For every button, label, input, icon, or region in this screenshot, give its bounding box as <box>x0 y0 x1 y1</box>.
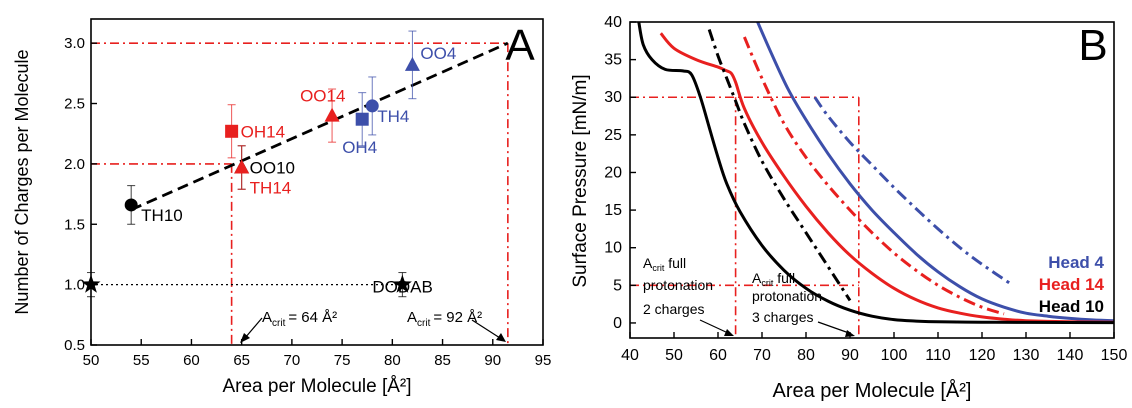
acrit-92-arrow <box>471 319 501 339</box>
arrow-2-charges <box>699 319 729 334</box>
arrowhead-2-charges <box>724 329 734 336</box>
x-tick-label: 50 <box>83 352 100 369</box>
x-tick-label: 80 <box>384 352 401 369</box>
legend-entry-head-4: Head 4 <box>1048 253 1104 272</box>
x-tick-label: 140 <box>1057 347 1084 364</box>
data-point-th14 <box>234 159 250 174</box>
x-tick-label: 85 <box>434 352 451 369</box>
panel-a-plot-frame <box>90 18 544 346</box>
y-tick-label: 1.5 <box>64 216 85 233</box>
y-tick-label: 35 <box>604 52 622 69</box>
x-tick-label: 90 <box>484 352 501 369</box>
panel-a-y-axis-label: Number of Charges per Molecule <box>12 49 32 314</box>
legend-entry-head-10: Head 10 <box>1039 297 1104 316</box>
point-label: OO4 <box>420 44 456 63</box>
panel-a-letter: A <box>505 21 535 70</box>
svg-text:2 charges: 2 charges <box>643 301 704 317</box>
y-tick-label: 0.5 <box>64 337 85 354</box>
panel-b-x-axis-label: Area per Molecule [Å²] <box>773 379 972 402</box>
acrit-92-arrowhead <box>496 333 506 342</box>
svg-text:3 charges: 3 charges <box>752 309 813 325</box>
point-label: TH14 <box>250 179 292 198</box>
x-tick-label: 110 <box>925 347 951 364</box>
series-line-3 <box>743 36 1005 316</box>
svg-text:Acrit full: Acrit full <box>752 270 795 288</box>
x-tick-label: 55 <box>133 352 150 369</box>
x-tick-label: 60 <box>709 347 727 364</box>
x-tick-label: 95 <box>535 352 552 369</box>
x-tick-label: 75 <box>334 352 351 369</box>
x-tick-label: 65 <box>233 352 250 369</box>
y-tick-label: 2.5 <box>64 96 85 113</box>
y-tick-label: 0 <box>613 315 622 332</box>
x-tick-label: 40 <box>621 347 639 364</box>
svg-text:protonation: protonation <box>643 277 713 293</box>
svg-text:protonation: protonation <box>752 288 822 304</box>
x-tick-label: 120 <box>969 347 996 364</box>
x-tick-label: 130 <box>1013 347 1040 364</box>
x-tick-label: 150 <box>1101 347 1128 364</box>
y-tick-label: 1.0 <box>64 277 85 294</box>
x-tick-label: 70 <box>753 347 771 364</box>
data-point-oh4 <box>355 112 369 126</box>
point-label: TH4 <box>377 107 409 126</box>
series-line-4 <box>637 21 1115 325</box>
point-label: DODAB <box>372 278 432 297</box>
legend: Head 4 Head 14 Head 10 <box>1039 253 1105 316</box>
legend-entry-head-14: Head 14 <box>1039 275 1105 294</box>
svg-text:Acrit full: Acrit full <box>643 255 686 273</box>
data-point-oo4 <box>404 56 420 71</box>
point-label: OH4 <box>342 138 377 157</box>
annotation-box-2-charges: Acrit full protonation 2 charges <box>643 255 713 317</box>
acrit-64-arrowhead <box>240 333 250 343</box>
y-tick-label: 40 <box>604 14 622 31</box>
y-tick-label: 10 <box>604 240 622 257</box>
point-label: TH10 <box>141 206 183 225</box>
point-label: OO10 <box>250 159 295 178</box>
point-label: OO14 <box>300 87 345 106</box>
y-tick-label: 3.0 <box>64 35 85 52</box>
series-line-1 <box>813 96 1014 287</box>
y-tick-label: 30 <box>604 89 622 106</box>
panel-b-y-axis-label: Surface Pressure [mN/m] <box>570 74 591 287</box>
x-tick-label: 50 <box>665 347 683 364</box>
acrit-64-arrow <box>244 317 263 339</box>
data-point-dodab <box>392 274 412 293</box>
data-point-oo14 <box>324 107 340 122</box>
linear-fit-line <box>130 41 509 212</box>
data-point-th4 <box>365 99 379 113</box>
panel-b: 40 50 60 70 80 90 100 110 120 130 140 150 0 5 10 15 20 25… <box>570 14 1127 402</box>
x-tick-label: 90 <box>841 347 859 364</box>
series-line-0 <box>756 21 1115 323</box>
panel-b-plot-frame <box>629 21 1115 339</box>
point-label: OH14 <box>241 122 285 141</box>
panel-b-letter: B <box>1078 21 1107 70</box>
panel-a-x-axis-label: Area per Molecule [Å²] <box>222 376 411 397</box>
y-tick-label: 15 <box>604 202 622 219</box>
x-tick-label: 70 <box>284 352 301 369</box>
data-point-oh14 <box>225 124 239 138</box>
arrow-3-charges <box>817 321 850 334</box>
y-tick-label: 25 <box>604 127 622 144</box>
data-point-th10 <box>124 198 138 212</box>
x-tick-label: 100 <box>881 347 908 364</box>
y-tick-label: 5 <box>613 277 622 294</box>
acrit-64-annotation: Acrit = 64 Å² <box>262 309 337 329</box>
y-tick-label: 20 <box>604 164 622 181</box>
y-tick-label: 2.0 <box>64 156 85 173</box>
acrit-92-annotation: Acrit = 92 Å² <box>407 309 482 329</box>
annotation-box-3-charges: Acrit full protonation 3 charges <box>752 270 822 325</box>
x-tick-label: 80 <box>797 347 815 364</box>
x-tick-label: 60 <box>183 352 200 369</box>
